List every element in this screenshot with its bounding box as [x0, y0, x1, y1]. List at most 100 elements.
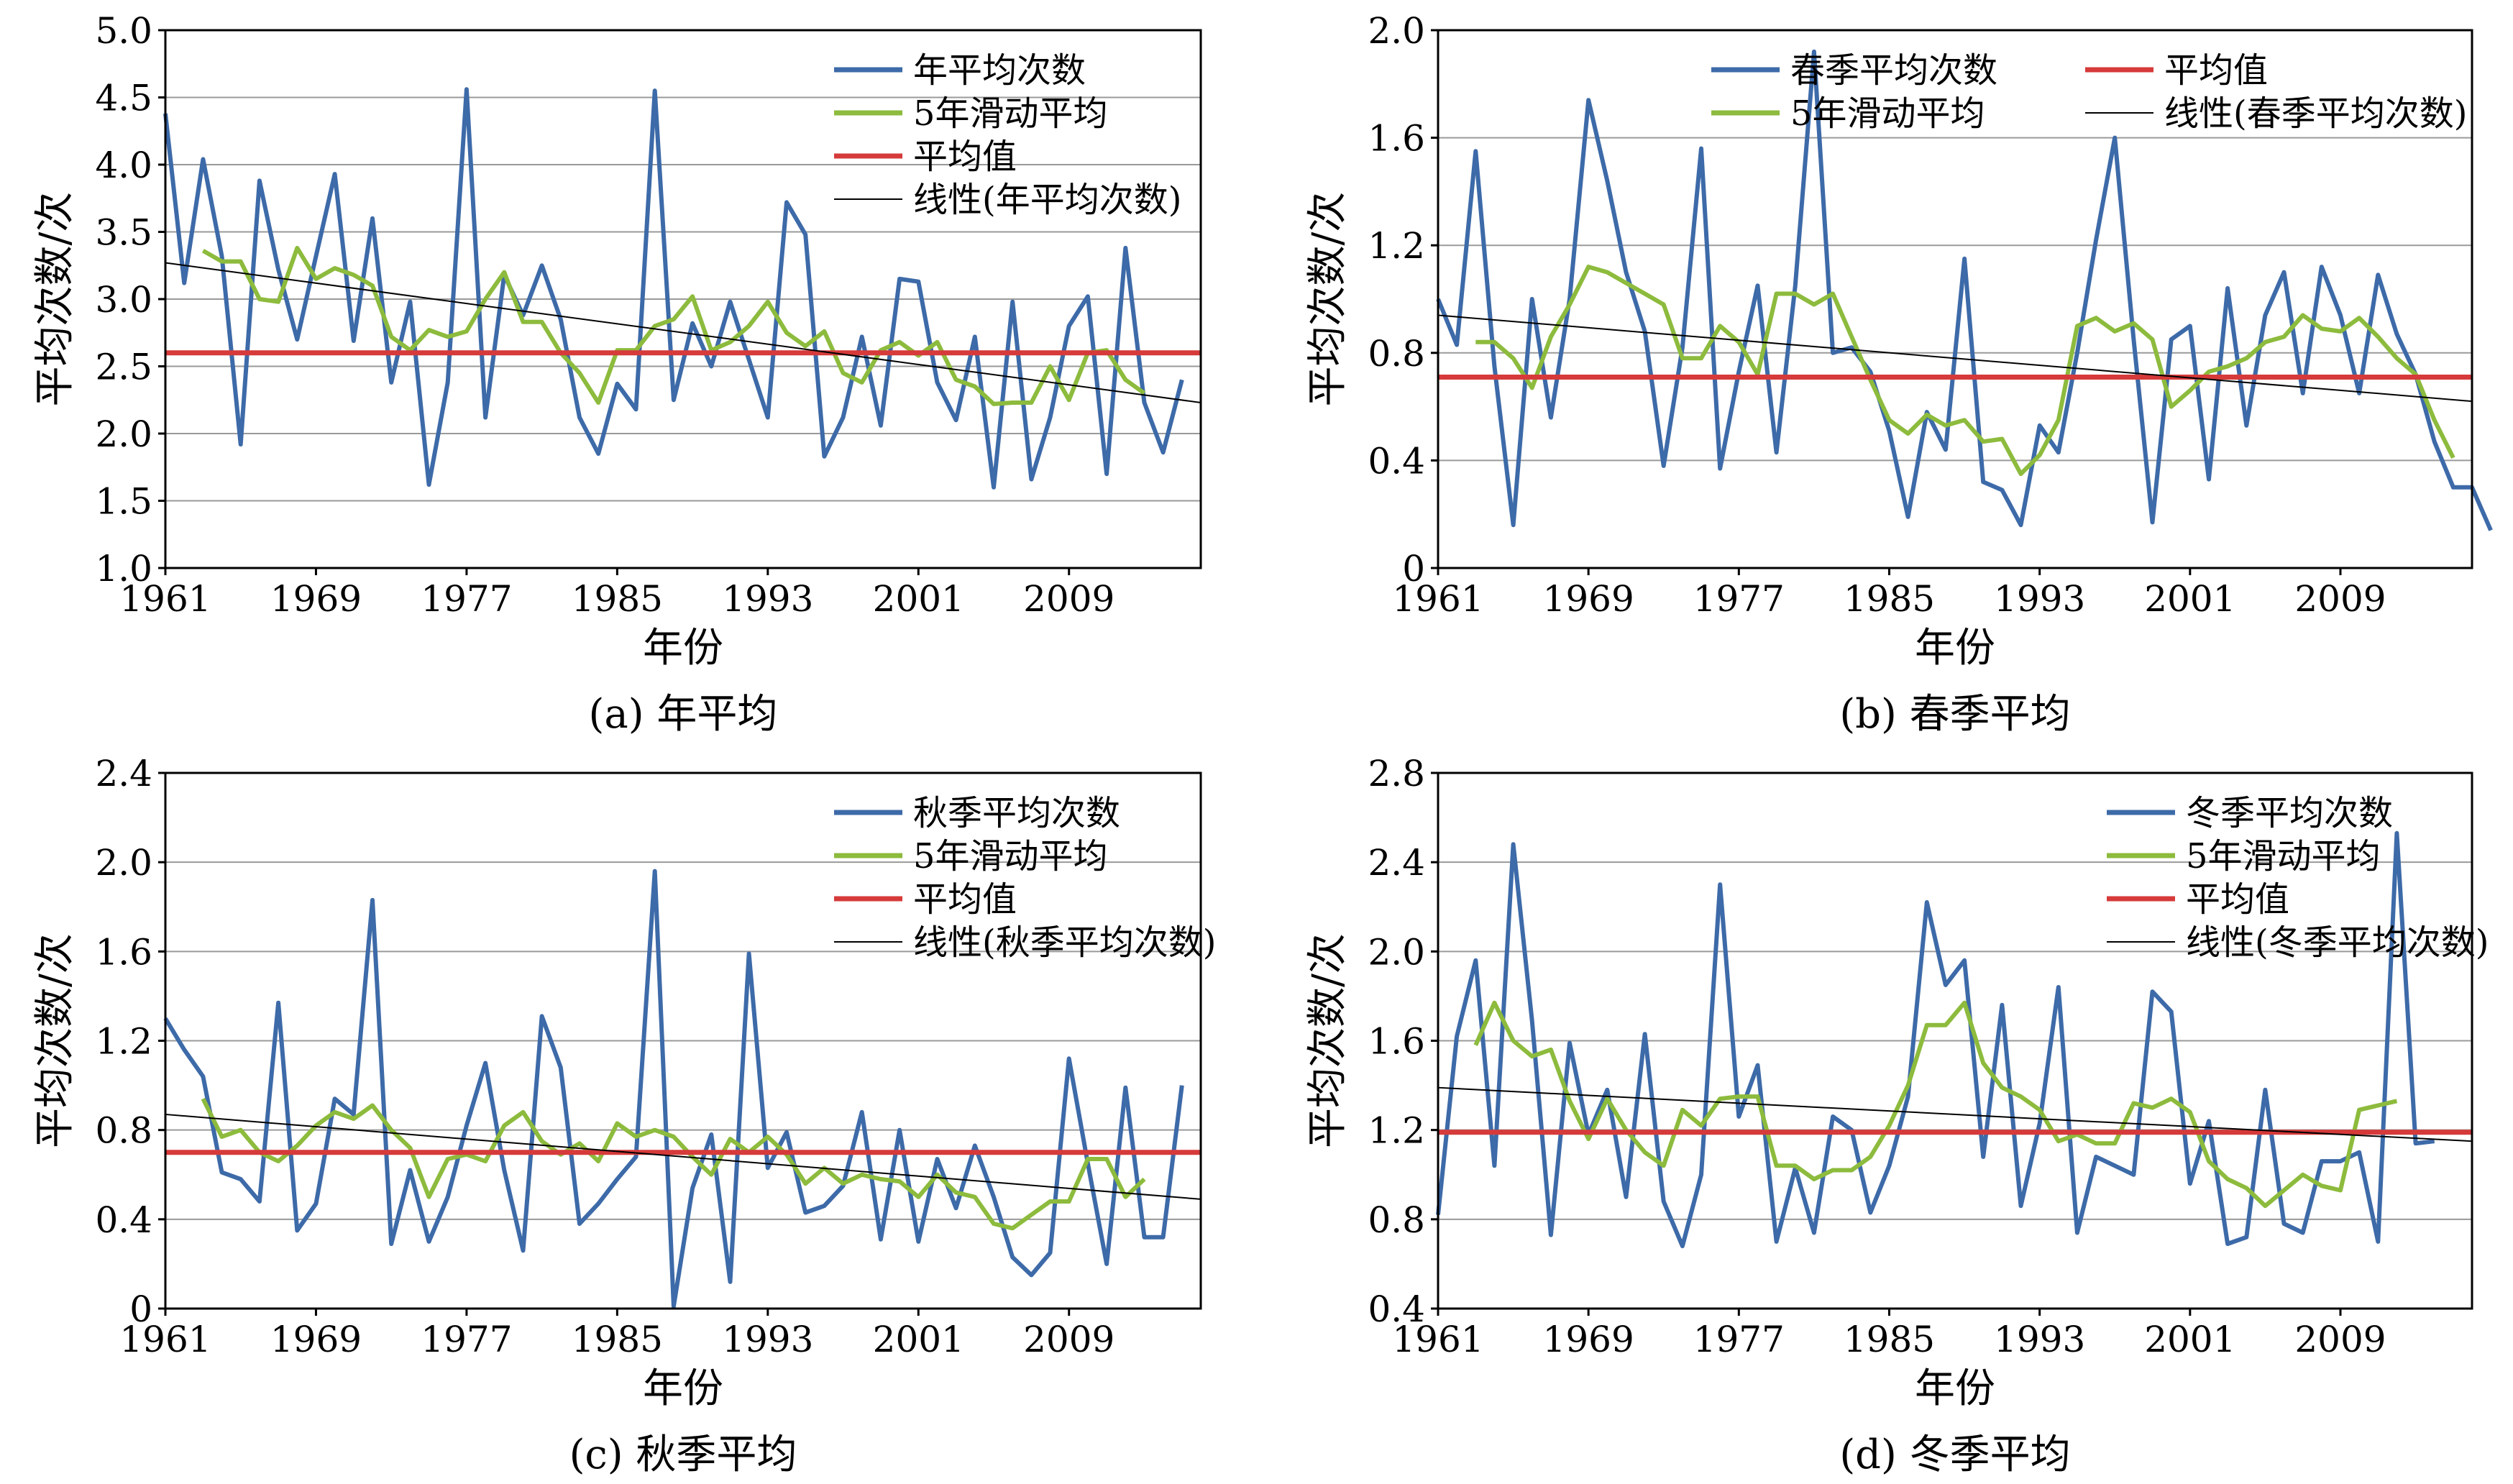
x-tick-label: 2001: [873, 578, 964, 620]
series-raw-line: [163, 869, 1184, 1309]
legend-label: 线性(冬季平均次数): [2186, 922, 2489, 963]
y-tick-label: 5.0: [95, 10, 152, 52]
x-tick-label: 1969: [270, 1319, 362, 1360]
plot-frame: [1437, 29, 2473, 569]
x-tick-label: 1985: [1844, 1319, 1935, 1360]
chart-panel-3: 0 0.4 0.8 1.2 1.6 2.0 2.4 1961 1969 1977 1985 1993 2…: [32, 753, 1216, 1478]
x-tick-label: 2009: [2294, 1319, 2386, 1360]
x-tick-label: 1985: [1844, 578, 1935, 620]
x-tick-label: 1993: [722, 578, 813, 620]
series-moving-average-line: [1475, 265, 2455, 477]
x-tick-label: 2009: [2294, 578, 2386, 620]
x-tick-label: 1985: [572, 1319, 663, 1360]
series-trend-line: [165, 1113, 1201, 1200]
y-tick-label: 2.0: [1368, 10, 1425, 52]
x-tick-label: 2009: [1023, 1319, 1114, 1360]
x-tick-label: 1961: [119, 1319, 211, 1360]
y-tick-label: 1.6: [95, 931, 152, 973]
x-tick-label: 1961: [1392, 1319, 1483, 1360]
y-tick-label: 1.0: [95, 548, 152, 590]
panel-caption: (a) 年平均: [589, 691, 778, 738]
y-tick-label: 0.4: [1368, 440, 1425, 482]
y-tick-label: 1.5: [95, 481, 152, 523]
panel-caption: (d) 冬季平均: [1839, 1432, 2070, 1478]
series-moving-average-line: [1473, 1000, 2398, 1209]
x-tick-label: 1969: [1543, 578, 1634, 620]
x-axis-title: 年份: [1915, 625, 1995, 672]
y-tick-label: 2.8: [1368, 753, 1425, 794]
series-moving-average-line: [201, 1097, 1146, 1231]
y-tick-label: 0.4: [95, 1199, 152, 1241]
y-tick-label: 3.5: [95, 212, 152, 254]
series-moving-average-line: [201, 245, 1146, 406]
chart-panel-1: 1.0 1.5 2.0 2.5 3.0 3.5 4.0 4.5 5.0 1961 1969 1977 1…: [32, 10, 1202, 738]
x-tick-label: 1977: [1693, 578, 1785, 620]
y-tick-label: 3.0: [95, 279, 152, 321]
chart-panel-4: 0.4 0.8 1.2 1.6 2.0 2.4 2.8 1961 1969 1977 1985 199…: [1304, 753, 2489, 1478]
y-axis-title: 平均次数/次: [32, 192, 78, 407]
x-tick-label: 1993: [722, 1319, 813, 1360]
y-tick-label: 1.2: [95, 1021, 152, 1063]
chart-panel-2: 0 0.4 0.8 1.2 1.6 2.0 1961 1969 1977 1985 1993 2001…: [1304, 10, 2493, 738]
x-tick-label: 1977: [1693, 1319, 1785, 1360]
x-tick-label: 1977: [421, 1319, 512, 1360]
legend-label: 5年滑动平均: [1790, 93, 1985, 134]
legend-label: 春季平均次数: [1790, 50, 1997, 91]
x-tick-label: 1985: [572, 578, 663, 620]
legend-label: 5年滑动平均: [913, 93, 1108, 134]
plot-frame: [164, 29, 1202, 569]
series-trend-line: [1437, 314, 2473, 403]
panel-caption: (b) 春季平均: [1839, 691, 2070, 738]
y-axis-title: 平均次数/次: [1304, 933, 1351, 1148]
series-raw-line: [163, 87, 1184, 490]
y-tick-label: 2.5: [95, 347, 152, 388]
y-tick-label: 0.8: [1368, 1199, 1425, 1241]
x-axis-title: 年份: [643, 1365, 723, 1412]
y-tick-label: 0.4: [1368, 1288, 1425, 1330]
x-tick-label: 1969: [1543, 1319, 1634, 1360]
legend-label: 线性(秋季平均次数): [913, 922, 1216, 963]
legend-label: 线性(春季平均次数): [2164, 93, 2467, 134]
x-tick-label: 1961: [119, 578, 211, 620]
y-tick-label: 0.8: [95, 1110, 152, 1152]
series-trend-line: [165, 262, 1201, 403]
x-axis-title: 年份: [643, 625, 723, 672]
x-tick-label: 1977: [421, 578, 512, 620]
legend-label: 平均值: [913, 137, 1017, 177]
legend-label: 平均值: [2164, 50, 2268, 91]
y-tick-label: 1.2: [1368, 225, 1425, 267]
x-tick-label: 2009: [1023, 578, 1114, 620]
legend-label: 5年滑动平均: [2186, 836, 2381, 876]
legend-label: 线性(年平均次数): [913, 180, 1181, 220]
x-axis-title: 年份: [1915, 1365, 1995, 1412]
x-tick-label: 1993: [1994, 1319, 2085, 1360]
y-tick-label: 2.0: [1368, 931, 1425, 973]
x-tick-label: 2001: [2144, 1319, 2235, 1360]
y-tick-label: 2.0: [95, 413, 152, 455]
panel-caption: (c) 秋季平均: [569, 1432, 797, 1478]
legend-label: 平均值: [913, 879, 1017, 920]
legend-label: 冬季平均次数: [2186, 793, 2393, 833]
y-tick-label: 1.6: [1368, 1021, 1425, 1063]
y-tick-label: 0: [1402, 548, 1425, 590]
y-tick-label: 1.6: [1368, 118, 1425, 160]
y-axis-title: 平均次数/次: [32, 933, 78, 1148]
y-tick-label: 0: [129, 1288, 152, 1330]
legend-label: 平均值: [2186, 879, 2289, 920]
series-raw-line: [1436, 830, 2435, 1249]
y-axis-title: 平均次数/次: [1304, 192, 1351, 407]
series-raw-line: [1436, 49, 2493, 531]
plot-frame: [164, 771, 1202, 1310]
legend-label: 年平均次数: [913, 50, 1086, 91]
x-tick-label: 2001: [2144, 578, 2235, 620]
y-tick-label: 1.2: [1368, 1110, 1425, 1152]
y-tick-label: 2.4: [1368, 842, 1425, 884]
y-tick-label: 2.4: [95, 753, 152, 794]
legend-label: 5年滑动平均: [913, 836, 1108, 876]
plot-frame: [1437, 771, 2473, 1310]
